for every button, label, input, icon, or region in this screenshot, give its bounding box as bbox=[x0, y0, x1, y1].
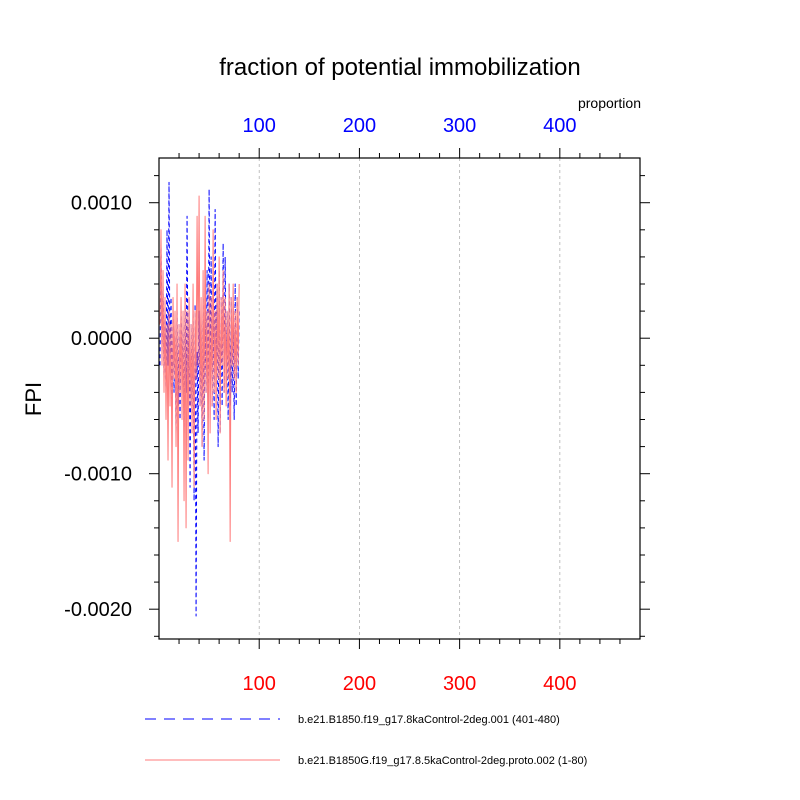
grid-lines bbox=[258, 158, 561, 639]
x-tick-label-bottom-100: 100 bbox=[243, 673, 276, 695]
y-tick-label-1: 0.0000 bbox=[71, 328, 132, 350]
legend: b.e21.B1850.f19_g17.8kaControl-2deg.001 … bbox=[145, 714, 587, 767]
axis-ticks bbox=[149, 148, 650, 649]
x-tick-label-top-200: 200 bbox=[343, 115, 376, 137]
x-tick-label-bottom-400: 400 bbox=[543, 673, 576, 695]
tick-labels: 100 100 200 200 300 300 400 400 0.0010 0.0000 -0.0… bbox=[64, 115, 576, 695]
top-axis-label: proportion bbox=[578, 95, 641, 111]
y-tick-label-2: -0.0010 bbox=[64, 464, 132, 486]
x-tick-label-bottom-200: 200 bbox=[343, 673, 376, 695]
y-axis-label: FPI bbox=[21, 382, 46, 416]
y-tick-label-0: 0.0010 bbox=[71, 193, 132, 215]
y-tick-label-3: -0.0020 bbox=[64, 599, 132, 621]
legend-label-2: b.e21.B1850G.f19_g17.8.5kaControl-2deg.p… bbox=[298, 755, 587, 767]
legend-label-1: b.e21.B1850.f19_g17.8kaControl-2deg.001 … bbox=[298, 714, 560, 726]
x-tick-label-top-400: 400 bbox=[543, 115, 576, 137]
x-tick-label-bottom-300: 300 bbox=[443, 673, 476, 695]
data-series bbox=[159, 181, 240, 617]
x-tick-label-top-100: 100 bbox=[243, 115, 276, 137]
series-line-2 bbox=[159, 195, 240, 542]
x-tick-label-top-300: 300 bbox=[443, 115, 476, 137]
chart-title: fraction of potential immobilization bbox=[219, 54, 581, 81]
